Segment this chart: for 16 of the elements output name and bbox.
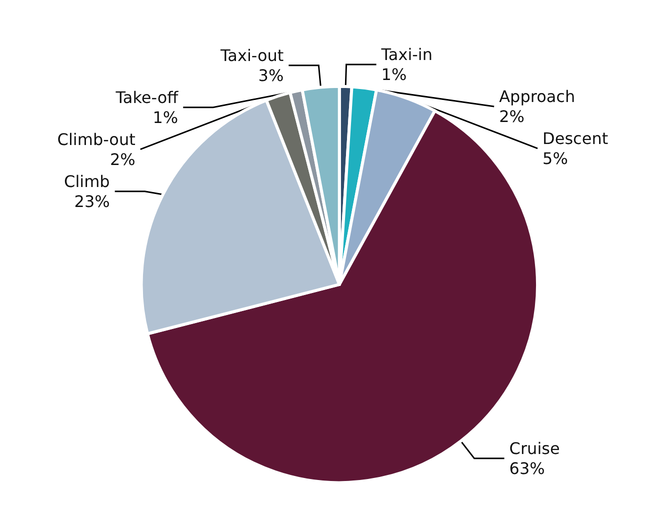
slice-label: Climb [64, 172, 110, 191]
slice-label: Descent [542, 128, 608, 148]
slice-label: Taxi-in [380, 44, 432, 64]
data-label: 3% [258, 66, 284, 85]
data-label: 1% [381, 64, 407, 84]
data-label: 1% [152, 108, 178, 127]
slice-label: Taxi-out [220, 46, 284, 65]
data-label: 63% [509, 458, 545, 478]
slice-label: Cruise [509, 438, 560, 458]
data-label: 2% [110, 150, 136, 169]
slice-label: Climb-out [57, 130, 136, 149]
data-label: 2% [499, 106, 524, 126]
slice-label: Take-off [114, 88, 180, 107]
slice-label: Approach [499, 86, 576, 106]
data-label: 5% [542, 148, 568, 168]
data-label: 23% [74, 192, 110, 211]
